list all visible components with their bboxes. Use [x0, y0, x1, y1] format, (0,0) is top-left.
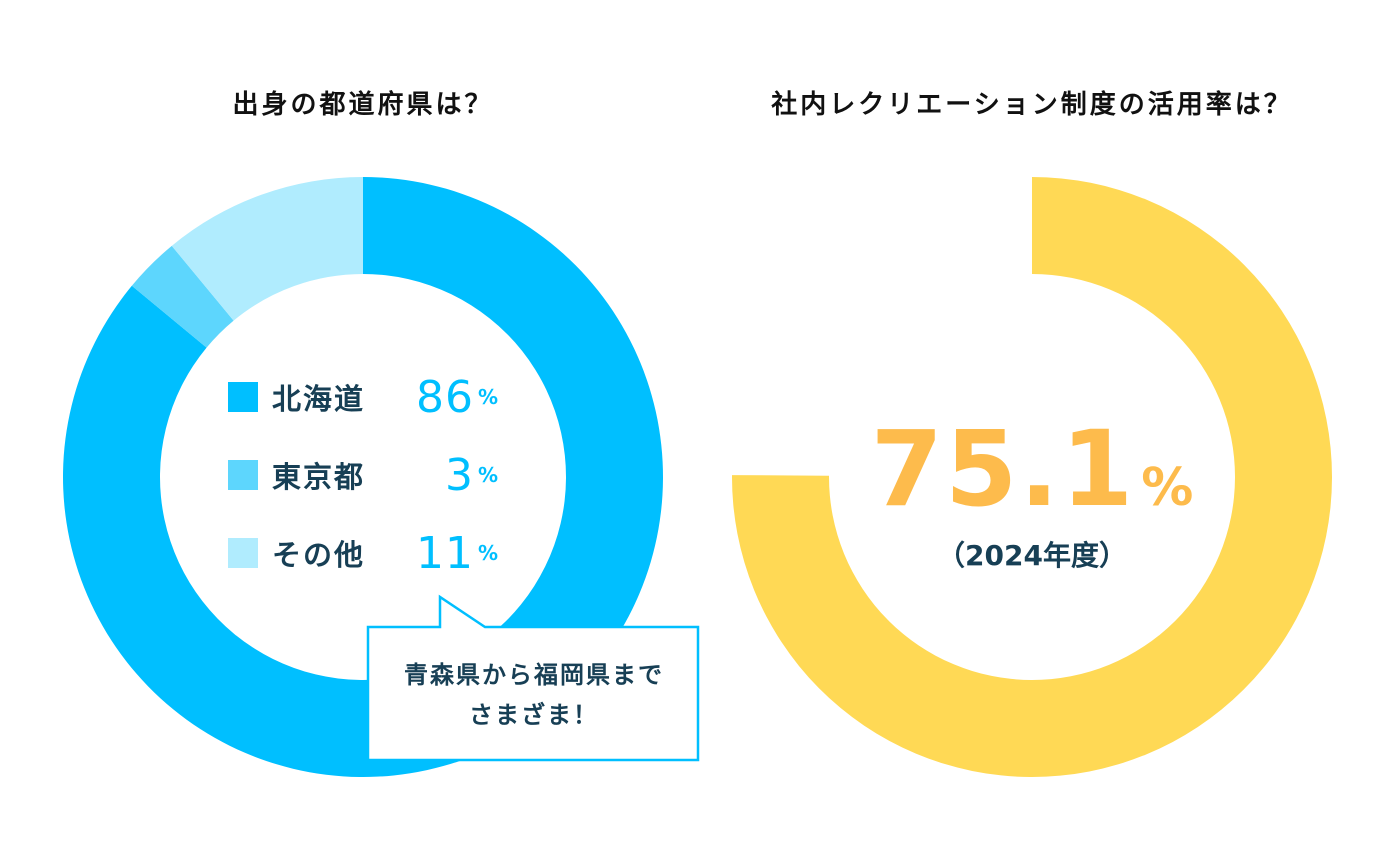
- legend-swatch: [228, 538, 258, 568]
- legend-label: その他: [272, 538, 366, 572]
- legend-item-other: その他 11%: [228, 528, 498, 579]
- legend-value: 86: [415, 371, 474, 423]
- legend-swatch: [228, 460, 258, 490]
- legend-unit: %: [477, 463, 498, 487]
- legend-item-hokkaido: 北海道 86%: [228, 372, 498, 423]
- legend-label: 北海道: [272, 382, 366, 416]
- legend-value: 11: [415, 527, 474, 579]
- callout-bubble: [366, 594, 700, 762]
- callout: 青森県から福岡県まで さまざま！: [370, 655, 698, 735]
- legend-unit: %: [477, 385, 498, 409]
- legend-value: 3: [444, 449, 474, 501]
- callout-line: さまざま！: [469, 701, 599, 729]
- donut-slice-3: [171, 177, 363, 321]
- rate-value: 75.1%: [860, 408, 1204, 530]
- rate-unit: %: [1141, 458, 1194, 518]
- legend-label: 東京都: [272, 460, 366, 494]
- chart-title-prefecture: 出身の都道府県は？: [232, 90, 494, 120]
- legend-item-tokyo: 東京都 3%: [228, 450, 498, 501]
- chart-title-recreation: 社内レクリエーション制度の活用率は？: [771, 90, 1293, 120]
- donut-slice-2: [131, 245, 234, 348]
- rate-year: （2024年度）: [937, 539, 1127, 572]
- legend-swatch: [228, 382, 258, 412]
- legend-unit: %: [477, 541, 498, 565]
- donut-slice-rate: [731, 177, 1332, 777]
- callout-line: 青森県から福岡県まで: [404, 661, 664, 689]
- rate-number: 75.1: [870, 408, 1136, 530]
